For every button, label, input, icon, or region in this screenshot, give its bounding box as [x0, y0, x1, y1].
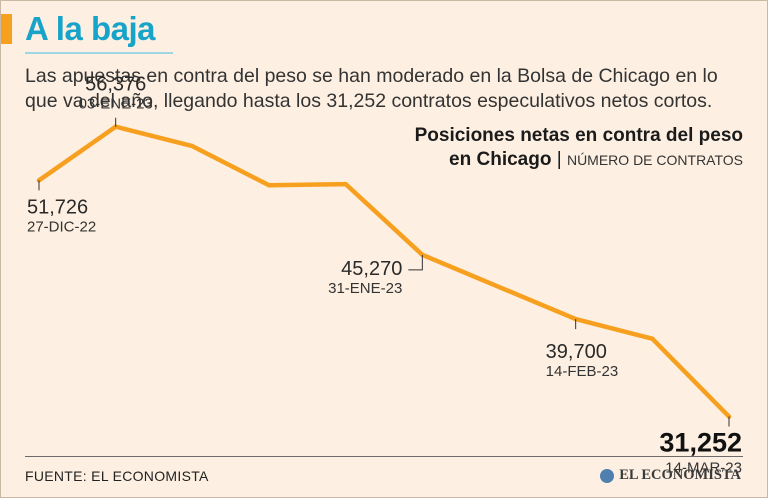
- data-point: [190, 143, 195, 149]
- chart-title-line1: Posiciones netas en contra del peso: [414, 125, 743, 146]
- source-note: FUENTE: EL ECONOMISTA: [25, 468, 209, 484]
- chart-title-line2: en Chicago: [449, 149, 552, 170]
- value-label: 56,376: [85, 74, 146, 96]
- value-label: 51,726: [27, 196, 88, 218]
- chart-title: Posiciones netas en contra del peso en C…: [415, 124, 743, 172]
- logo-globe-icon: [600, 468, 615, 483]
- title-accent-bar: [1, 14, 12, 44]
- logo-text: EL ECONOMISTA: [619, 467, 741, 483]
- value-label: 31,252: [659, 428, 742, 458]
- data-point: [726, 414, 732, 419]
- annotation-tick: [408, 254, 423, 271]
- data-point: [650, 336, 655, 341]
- brand-logo: EL ECONOMISTA: [600, 467, 741, 484]
- value-label: 39,700: [546, 341, 607, 363]
- subtitle-text: Las apuestas en contra del peso se han m…: [25, 65, 718, 112]
- value-label: 45,270: [341, 258, 402, 280]
- date-label: 03-ENE-23: [79, 96, 153, 113]
- date-label: 31-ENE-23: [328, 280, 402, 297]
- data-point: [266, 183, 272, 188]
- data-point: [113, 124, 118, 129]
- data-point: [343, 181, 348, 187]
- date-label: 27-DIC-22: [27, 218, 96, 235]
- footer-divider: [25, 456, 743, 457]
- date-label: 14-MAR-23: [665, 460, 742, 477]
- title-underline: [25, 52, 173, 54]
- chart-title-separator: |: [556, 149, 562, 170]
- page-title: A la baja: [25, 10, 156, 47]
- chart-unit-label: NÚMERO DE CONTRATOS: [566, 152, 743, 168]
- date-label: 14-FEB-23: [546, 363, 619, 380]
